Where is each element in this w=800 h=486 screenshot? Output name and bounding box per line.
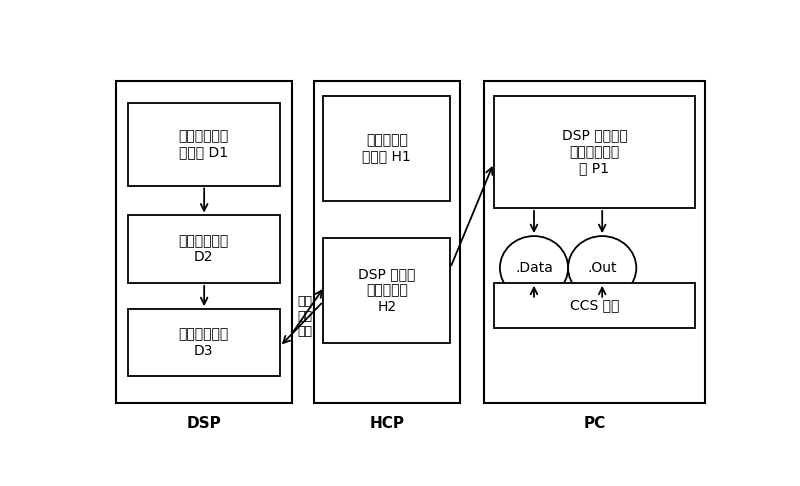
Ellipse shape [500,236,568,300]
Bar [128,309,280,376]
Text: .Data: .Data [515,261,553,275]
Text: PC: PC [584,416,606,431]
Bar [128,103,280,186]
Text: DSP 内存上
传接收模块
H2: DSP 内存上 传接收模块 H2 [358,267,415,313]
Text: HCP: HCP [370,416,405,431]
Ellipse shape [568,236,636,300]
Text: 内存调测调
度模块 H1: 内存调测调 度模块 H1 [362,133,411,163]
Text: 任意
主机
通道: 任意 主机 通道 [297,295,312,338]
Bar [314,81,459,402]
Text: .Out: .Out [587,261,617,275]
Text: 命令解析模块
D2: 命令解析模块 D2 [178,234,229,264]
Text: DSP 内存调测
转换后处理模
块 P1: DSP 内存调测 转换后处理模 块 P1 [562,129,627,175]
Bar [494,96,695,208]
Bar [323,238,450,343]
Text: 内存上传模块
D3: 内存上传模块 D3 [178,328,229,358]
Bar [323,96,450,201]
Bar [115,81,292,402]
Bar [494,283,695,328]
Bar [128,215,280,283]
Text: DSP: DSP [186,416,222,431]
Text: 内存抓取预处
理模块 D1: 内存抓取预处 理模块 D1 [178,129,229,159]
Bar [485,81,705,402]
Text: CCS 环境: CCS 环境 [570,298,619,312]
